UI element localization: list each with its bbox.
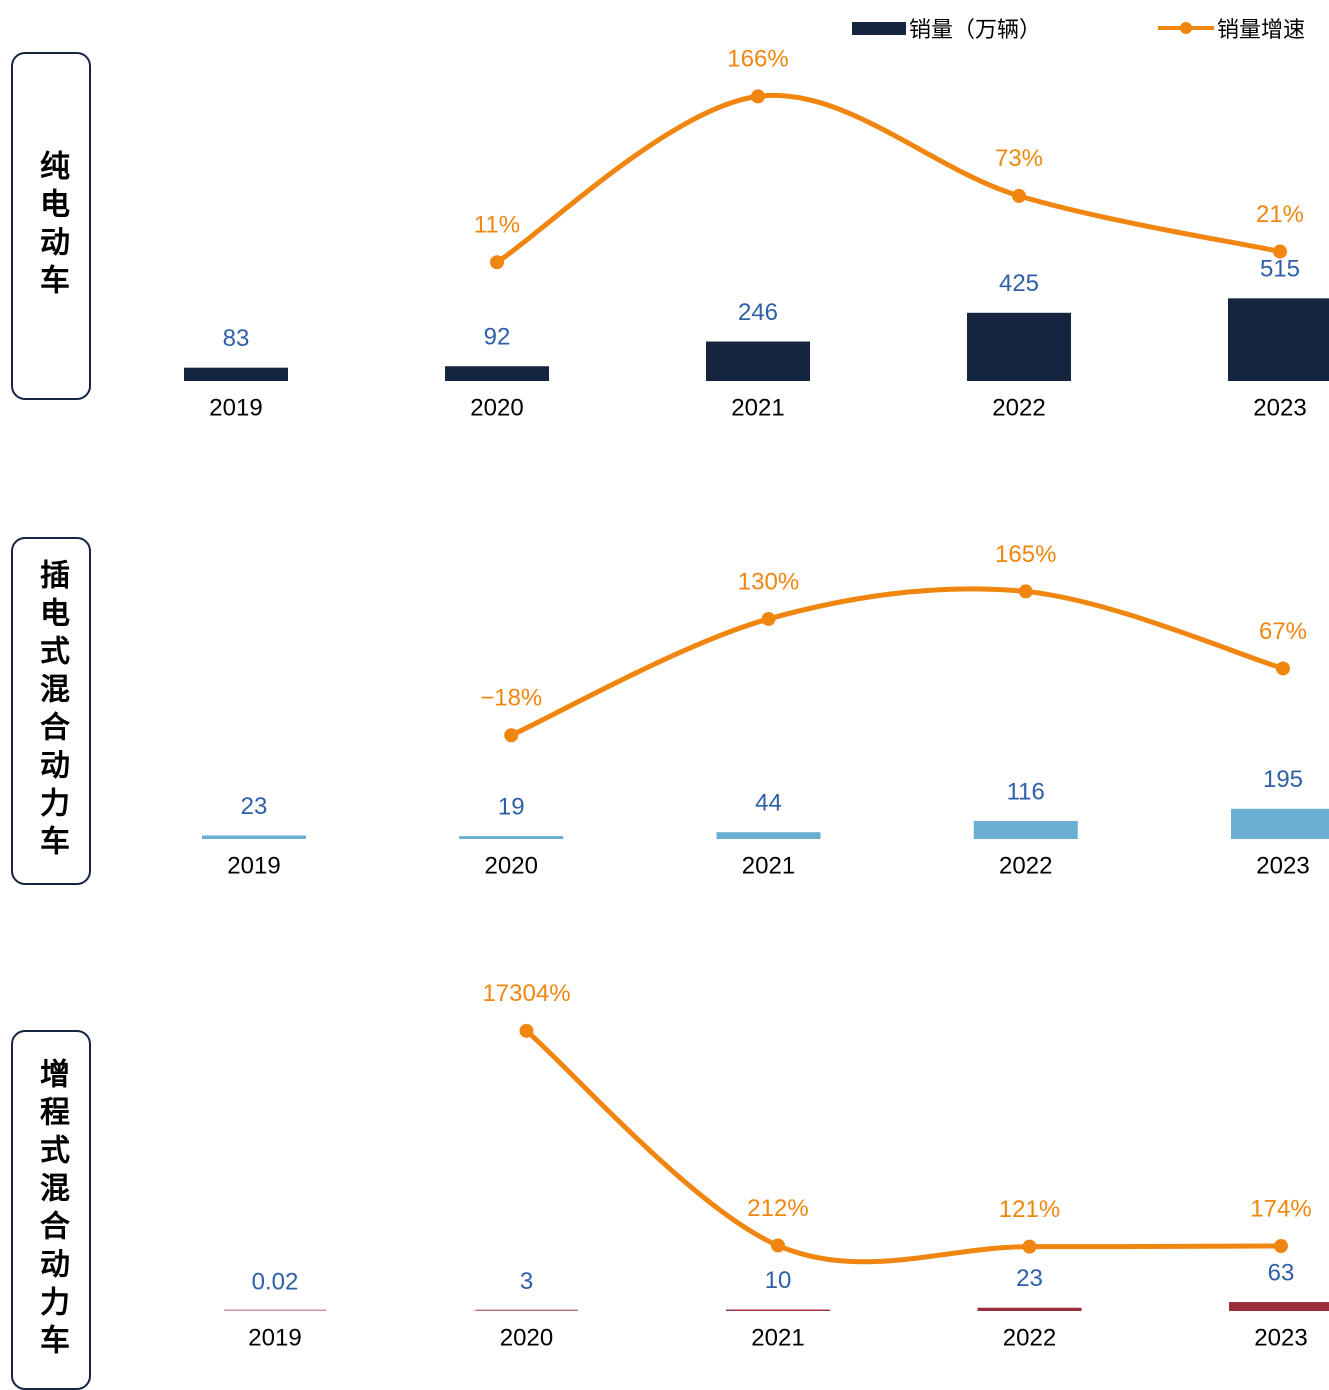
data-label: 67% bbox=[1259, 618, 1307, 645]
line bbox=[497, 95, 1280, 262]
data-label: 116 bbox=[1007, 778, 1045, 805]
x-tick-label: 2022 bbox=[1003, 1324, 1056, 1351]
x-tick-label: 2019 bbox=[227, 852, 280, 879]
data-label: −18% bbox=[480, 685, 542, 712]
baseline-tick bbox=[224, 1310, 326, 1312]
x-tick-label: 2023 bbox=[1254, 1324, 1307, 1351]
data-label: 23 bbox=[1016, 1265, 1043, 1292]
data-label: 212% bbox=[747, 1195, 808, 1222]
data-label: 63 bbox=[1268, 1259, 1295, 1286]
line bbox=[511, 589, 1283, 735]
bar bbox=[967, 313, 1071, 381]
line-point bbox=[1276, 661, 1290, 675]
x-tick-label: 2020 bbox=[485, 852, 538, 879]
x-tick-label: 2022 bbox=[992, 394, 1045, 421]
x-tick-label: 2021 bbox=[751, 1324, 804, 1351]
line-point bbox=[1019, 584, 1033, 598]
bar bbox=[978, 1308, 1082, 1311]
data-label: 44 bbox=[755, 790, 782, 817]
bar bbox=[1229, 1302, 1329, 1311]
data-label: 195 bbox=[1263, 766, 1303, 793]
data-label: 246 bbox=[738, 299, 778, 326]
line-point bbox=[520, 1024, 534, 1038]
data-label: 3 bbox=[520, 1268, 533, 1295]
line bbox=[527, 1031, 1282, 1262]
line-point bbox=[762, 612, 776, 626]
line-point bbox=[1023, 1240, 1037, 1254]
data-label: 17304% bbox=[482, 980, 570, 1007]
x-tick-label: 2021 bbox=[742, 852, 795, 879]
data-label: 425 bbox=[999, 270, 1039, 297]
data-label: 83 bbox=[223, 325, 250, 352]
bar bbox=[184, 368, 288, 381]
x-tick-label: 2023 bbox=[1256, 852, 1309, 879]
line-point bbox=[771, 1239, 785, 1253]
bar bbox=[706, 342, 810, 381]
x-tick-label: 2020 bbox=[470, 394, 523, 421]
data-label: 73% bbox=[995, 145, 1043, 172]
x-tick-label: 2023 bbox=[1253, 394, 1306, 421]
x-tick-label: 2020 bbox=[500, 1324, 553, 1351]
bar bbox=[202, 835, 306, 839]
data-label: 10 bbox=[765, 1267, 792, 1294]
x-tick-label: 2021 bbox=[731, 394, 784, 421]
bar bbox=[726, 1310, 830, 1311]
bar bbox=[445, 366, 549, 381]
line-point bbox=[490, 255, 504, 269]
bar bbox=[717, 832, 821, 839]
data-label: 11% bbox=[474, 212, 520, 239]
line-point bbox=[1273, 245, 1287, 259]
x-tick-label: 2019 bbox=[209, 394, 262, 421]
data-label: 515 bbox=[1260, 256, 1300, 283]
line-point bbox=[1274, 1239, 1288, 1253]
data-label: 19 bbox=[498, 793, 525, 820]
data-label: 130% bbox=[738, 568, 799, 595]
bar bbox=[974, 821, 1078, 839]
data-label: 166% bbox=[727, 46, 788, 73]
data-label: 92 bbox=[484, 324, 511, 351]
bar bbox=[1228, 298, 1329, 381]
data-label: 165% bbox=[995, 541, 1056, 568]
line-point bbox=[504, 728, 518, 742]
data-label: 121% bbox=[999, 1196, 1060, 1223]
data-label: 174% bbox=[1250, 1195, 1311, 1222]
bar bbox=[1231, 809, 1329, 839]
line-point bbox=[1012, 189, 1026, 203]
data-label: 21% bbox=[1256, 201, 1304, 228]
line-point bbox=[751, 89, 765, 103]
data-label: 23 bbox=[241, 793, 268, 820]
x-tick-label: 2019 bbox=[248, 1324, 301, 1351]
x-tick-label: 2022 bbox=[999, 852, 1052, 879]
bar bbox=[459, 836, 563, 839]
data-label: 0.02 bbox=[252, 1268, 299, 1295]
